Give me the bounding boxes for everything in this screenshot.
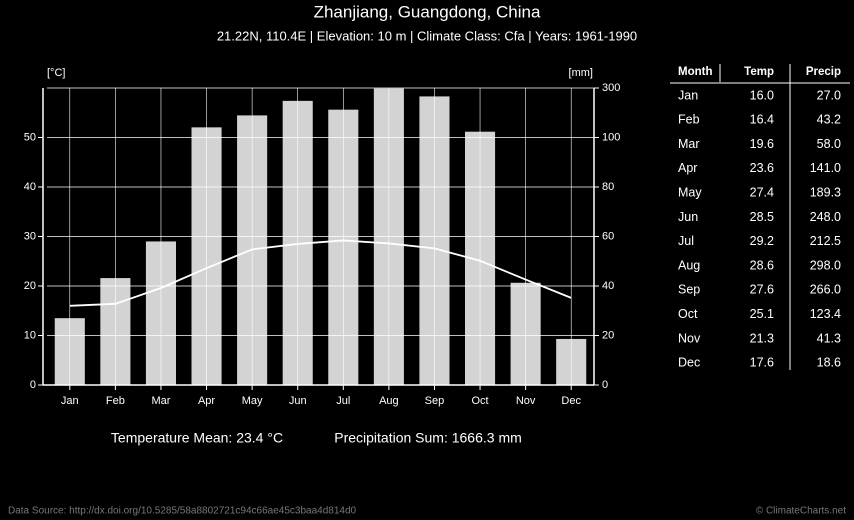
annotation: Temperature Mean: 23.4 °C (111, 430, 283, 446)
table-precip: 41.3 (817, 331, 841, 345)
y-tick-label: 50 (24, 131, 36, 143)
source: Data Source: http://dx.doi.org/10.5285/5… (8, 506, 357, 517)
table-temp: 29.2 (750, 234, 774, 248)
table-temp: 16.4 (750, 113, 774, 127)
y2-axis-label: [mm] (569, 67, 593, 79)
table-temp: 17.6 (750, 356, 774, 370)
table-month: May (678, 185, 702, 199)
table-temp: 19.6 (750, 137, 774, 151)
table-month: Dec (678, 356, 700, 370)
table-precip: 43.2 (817, 113, 841, 127)
x-tick-label: Apr (198, 395, 215, 407)
y-axis-label: [°C] (47, 67, 65, 79)
y2-tick-label: 0 (602, 379, 608, 391)
y2-tick-label: 40 (602, 280, 614, 292)
table-temp: 27.4 (750, 185, 774, 199)
table-precip: 248.0 (810, 210, 841, 224)
annotation: Precipitation Sum: 1666.3 mm (334, 430, 522, 446)
table-header: Month (678, 66, 712, 78)
x-tick-label: Dec (561, 395, 581, 407)
y2-tick-label: 80 (602, 181, 614, 193)
table-month: Jun (678, 210, 698, 224)
x-tick-label: Aug (379, 395, 399, 407)
x-tick-label: May (242, 395, 263, 407)
y-tick-label: 10 (24, 329, 36, 341)
table-temp: 16.0 (750, 88, 774, 102)
table-header: Precip (806, 66, 841, 78)
table-temp: 23.6 (750, 161, 774, 175)
table-month: Feb (678, 113, 700, 127)
x-tick-label: Oct (471, 395, 488, 407)
table-month: Jul (678, 234, 694, 248)
table-month: Oct (678, 307, 698, 321)
credit: © ClimateCharts.net (756, 506, 846, 517)
table-month: Jan (678, 88, 698, 102)
table-precip: 298.0 (810, 258, 841, 272)
table-precip: 58.0 (817, 137, 841, 151)
x-tick-label: Nov (516, 395, 536, 407)
table-precip: 123.4 (810, 307, 841, 321)
table-precip: 189.3 (810, 185, 841, 199)
y2-tick-label: 300 (602, 82, 620, 94)
table-temp: 21.3 (750, 331, 774, 345)
y2-tick-label: 60 (602, 230, 614, 242)
x-tick-label: Jan (61, 395, 79, 407)
table-temp: 28.5 (750, 210, 774, 224)
table-month: Mar (678, 137, 700, 151)
x-tick-label: Jul (336, 395, 350, 407)
table-precip: 266.0 (810, 283, 841, 297)
x-tick-label: Jun (289, 395, 307, 407)
y2-tick-label: 100 (602, 131, 620, 143)
y-tick-label: 30 (24, 230, 36, 242)
table-temp: 28.6 (750, 258, 774, 272)
y-tick-label: 0 (30, 379, 36, 391)
table-month: Aug (678, 258, 700, 272)
table-precip: 141.0 (810, 161, 841, 175)
temp-line (69, 239, 572, 307)
y-tick-label: 20 (24, 280, 36, 292)
y2-tick-label: 20 (602, 329, 614, 341)
table-temp: 25.1 (750, 307, 774, 321)
table-precip: 27.0 (817, 88, 841, 102)
chart-subtitle: 21.22N, 110.4E | Elevation: 10 m | Clima… (217, 28, 637, 43)
table-precip: 212.5 (810, 234, 841, 248)
table-month: Apr (678, 161, 697, 175)
y-tick-label: 40 (24, 181, 36, 193)
chart-title: Zhanjiang, Guangdong, China (314, 2, 541, 21)
table-header: Temp (744, 66, 774, 78)
x-tick-label: Feb (106, 395, 125, 407)
x-tick-label: Sep (425, 395, 445, 407)
table-temp: 27.6 (750, 283, 774, 297)
table-precip: 18.6 (817, 356, 841, 370)
x-tick-label: Mar (151, 395, 170, 407)
table-month: Nov (678, 331, 701, 345)
table-month: Sep (678, 283, 700, 297)
